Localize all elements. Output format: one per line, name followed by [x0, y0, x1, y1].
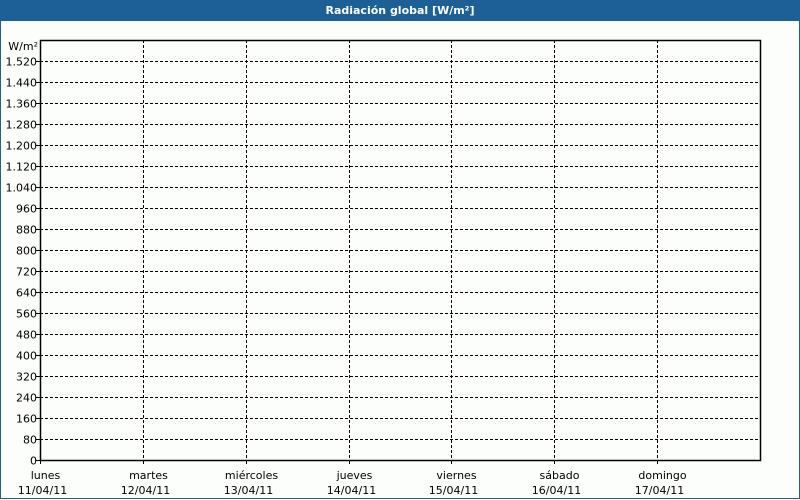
y-tick-label: 1.440 [6, 77, 38, 90]
x-tick-day: miércoles [225, 469, 278, 482]
y-tick-label: 800 [16, 245, 37, 258]
y-tick-label: 640 [16, 287, 37, 300]
x-tick-date: 16/04/11 [532, 484, 581, 497]
chart-title: Radiación global [W/m²] [0, 0, 800, 21]
y-tick-label: 0 [30, 455, 37, 468]
y-tick-label: 1.200 [6, 140, 38, 153]
y-tick-label: 720 [16, 266, 37, 279]
y-tick-label: 320 [16, 371, 37, 384]
x-tick-day: domingo [638, 469, 686, 482]
x-tick-date: 15/04/11 [429, 484, 478, 497]
y-tick-label: 560 [16, 308, 37, 321]
x-tick-day: sábado [540, 469, 580, 482]
x-tick-date: 17/04/11 [635, 484, 684, 497]
x-tick-day: jueves [336, 469, 373, 482]
y-tick-label: 480 [16, 329, 37, 342]
y-tick-label: 1.040 [6, 182, 38, 195]
x-tick-day: lunes [31, 469, 61, 482]
y-tick-label: 1.360 [6, 98, 38, 111]
x-tick-date: 13/04/11 [224, 484, 273, 497]
y-tick-label: 960 [16, 203, 37, 216]
y-tick-label: 1.520 [6, 56, 38, 69]
x-tick-day: viernes [436, 469, 476, 482]
plot-area [39, 39, 762, 462]
y-axis-label: W/m² [8, 40, 38, 53]
x-tick-date: 11/04/11 [18, 484, 67, 497]
y-tick-label: 880 [16, 224, 37, 237]
y-tick-label: 160 [16, 413, 37, 426]
y-tick-label: 1.120 [6, 161, 38, 174]
y-tick-label: 1.280 [6, 119, 38, 132]
x-tick-date: 12/04/11 [121, 484, 170, 497]
y-tick-label: 80 [23, 434, 37, 447]
x-tick-date: 14/04/11 [327, 484, 376, 497]
y-tick-label: 240 [16, 392, 37, 405]
x-tick-day: martes [129, 469, 168, 482]
y-tick-label: 400 [16, 350, 37, 363]
